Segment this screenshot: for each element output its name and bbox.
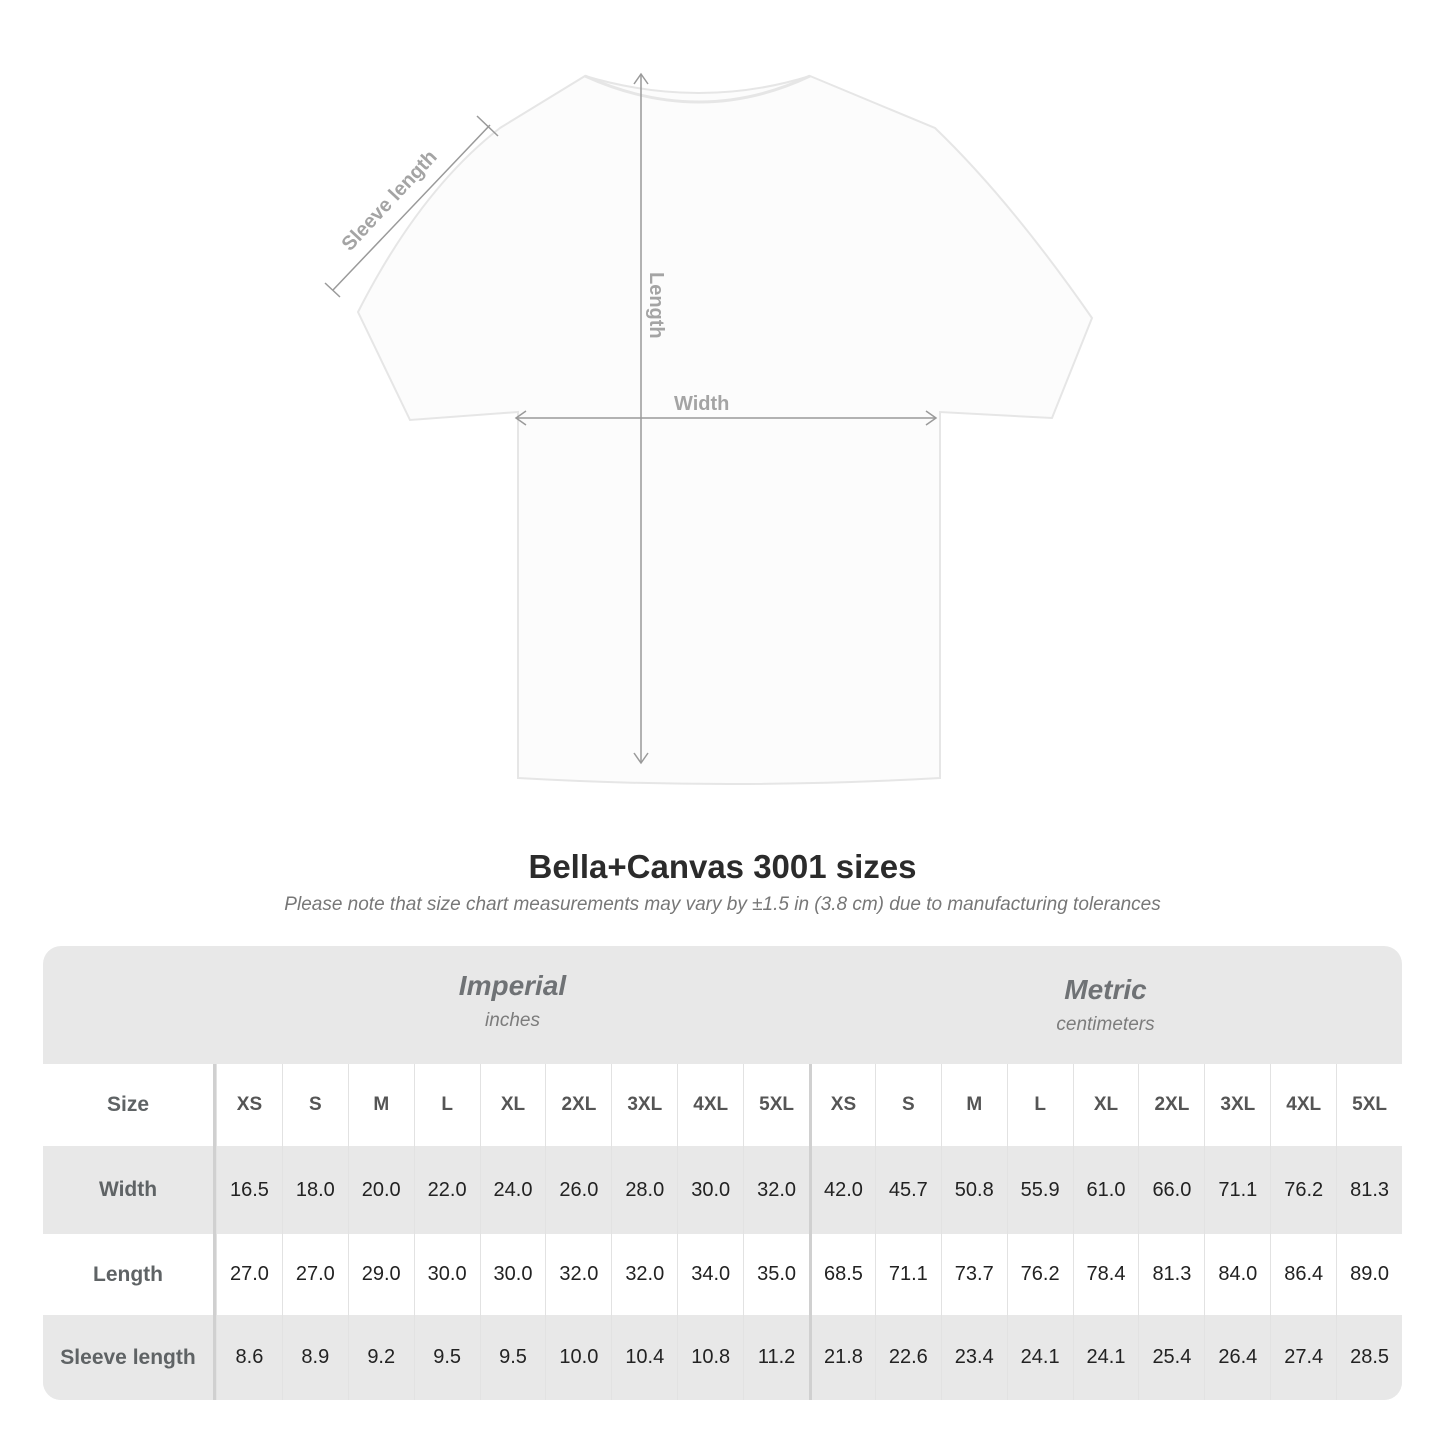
imperial-header: Imperial inches [216, 946, 809, 1064]
imperial-size-3XL: 3XL [611, 1064, 677, 1146]
imperial-value: 11.2 [743, 1315, 809, 1400]
metric-value: 66.0 [1138, 1146, 1204, 1234]
imperial-size-XL: XL [479, 1064, 546, 1146]
metric-value: 71.1 [874, 1234, 941, 1315]
imperial-size-S: S [281, 1064, 348, 1146]
metric-value: 61.0 [1072, 1146, 1139, 1234]
imperial-size-M: M [347, 1064, 414, 1146]
metric-size-4XL: 4XL [1270, 1064, 1336, 1146]
metric-value: 81.3 [1336, 1146, 1402, 1234]
imperial-value: 9.5 [479, 1315, 546, 1400]
length-label: Length [645, 272, 667, 339]
metric-value: 71.1 [1204, 1146, 1270, 1234]
imperial-value: 29.0 [347, 1234, 414, 1315]
table-row: Length 27.0 27.0 29.0 30.0 30.0 32.0 32.0 34.0 35… [43, 1234, 1402, 1315]
imperial-size-2XL: 2XL [545, 1064, 611, 1146]
metric-value: 45.7 [874, 1146, 941, 1234]
imperial-value: 16.5 [216, 1146, 282, 1234]
measurement-lines [324, 72, 938, 765]
imperial-value: 32.0 [545, 1234, 611, 1315]
imperial-value: 8.9 [281, 1315, 348, 1400]
imperial-unit: inches [485, 1010, 540, 1031]
metric-size-M: M [940, 1064, 1007, 1146]
metric-value: 42.0 [809, 1146, 875, 1234]
metric-value: 73.7 [940, 1234, 1007, 1315]
imperial-value: 30.0 [413, 1234, 480, 1315]
metric-value: 27.4 [1270, 1315, 1336, 1400]
chart-title: Bella+Canvas 3001 sizes [528, 848, 917, 885]
imperial-value: 9.2 [347, 1315, 414, 1400]
imperial-value: 35.0 [743, 1234, 809, 1315]
imperial-value: 10.8 [677, 1315, 743, 1400]
imperial-value: 22.0 [413, 1146, 480, 1234]
imperial-size-4XL: 4XL [677, 1064, 743, 1146]
metric-size-5XL: 5XL [1336, 1064, 1402, 1146]
imperial-value: 18.0 [281, 1146, 348, 1234]
metric-size-XS: XS [809, 1064, 875, 1146]
imperial-size-XS: XS [216, 1064, 282, 1146]
metric-value: 23.4 [940, 1315, 1007, 1400]
imperial-value: 30.0 [479, 1234, 546, 1315]
tolerance-note: Please note that size chart measurements… [284, 894, 1161, 915]
imperial-value: 32.0 [611, 1234, 677, 1315]
metric-value: 81.3 [1138, 1234, 1204, 1315]
imperial-value: 27.0 [281, 1234, 348, 1315]
imperial-value: 10.0 [545, 1315, 611, 1400]
imperial-value: 30.0 [677, 1146, 743, 1234]
metric-size-2XL: 2XL [1138, 1064, 1204, 1146]
imperial-value: 34.0 [677, 1234, 743, 1315]
imperial-value: 24.0 [479, 1146, 546, 1234]
size-table: Imperial inches Metric centimeters Size X… [43, 946, 1402, 1400]
imperial-value: 32.0 [743, 1146, 809, 1234]
metric-value: 68.5 [809, 1234, 875, 1315]
metric-size-XL: XL [1072, 1064, 1139, 1146]
metric-value: 21.8 [809, 1315, 875, 1400]
metric-size-S: S [874, 1064, 941, 1146]
imperial-value: 28.0 [611, 1146, 677, 1234]
size-header-row: Size XS S M L XL 2XL 3XL 4XL 5XL XS S M L XL 2XL 3XL 4XL 5… [43, 1064, 1402, 1146]
table-row: Width 16.5 18.0 20.0 22.0 24.0 26.0 28.0 30.0 32.… [43, 1146, 1402, 1234]
metric-value: 26.4 [1204, 1315, 1270, 1400]
metric-value: 22.6 [874, 1315, 941, 1400]
imperial-value: 20.0 [347, 1146, 414, 1234]
imperial-value: 10.4 [611, 1315, 677, 1400]
imperial-size-5XL: 5XL [743, 1064, 809, 1146]
metric-value: 78.4 [1072, 1234, 1139, 1315]
imperial-value: 26.0 [545, 1146, 611, 1234]
metric-value: 50.8 [940, 1146, 1007, 1234]
t-shirt-image [356, 74, 1094, 785]
collar [584, 74, 811, 104]
metric-size-L: L [1006, 1064, 1073, 1146]
imperial-title: Imperial [458, 970, 567, 1001]
size-label: Size [43, 1064, 216, 1146]
width-label: Width [674, 393, 729, 415]
metric-value: 76.2 [1270, 1146, 1336, 1234]
metric-value: 55.9 [1006, 1146, 1073, 1234]
imperial-value: 8.6 [216, 1315, 282, 1400]
metric-size-3XL: 3XL [1204, 1064, 1270, 1146]
row-label: Sleeve length [43, 1315, 216, 1400]
metric-value: 25.4 [1138, 1315, 1204, 1400]
imperial-size-L: L [413, 1064, 480, 1146]
imperial-value: 27.0 [216, 1234, 282, 1315]
table-row: Sleeve length 8.6 8.9 9.2 9.5 9.5 10.0 10.4 10.8… [43, 1315, 1402, 1400]
metric-value: 76.2 [1006, 1234, 1073, 1315]
row-label: Length [43, 1234, 216, 1315]
metric-title: Metric [1064, 974, 1147, 1005]
metric-header: Metric centimeters [809, 946, 1402, 1064]
metric-unit: centimeters [1056, 1014, 1155, 1035]
metric-value: 84.0 [1204, 1234, 1270, 1315]
metric-value: 86.4 [1270, 1234, 1336, 1315]
row-label: Width [43, 1146, 216, 1234]
t-shirt-diagram: Sleeve length Length Width [324, 72, 1094, 785]
metric-value: 24.1 [1006, 1315, 1073, 1400]
metric-value: 24.1 [1072, 1315, 1139, 1400]
metric-value: 89.0 [1336, 1234, 1402, 1315]
imperial-value: 9.5 [413, 1315, 480, 1400]
metric-value: 28.5 [1336, 1315, 1402, 1400]
